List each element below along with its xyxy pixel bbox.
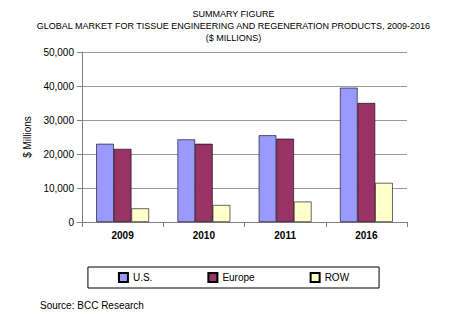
svg-text:$ Millions: $ Millions [22, 116, 33, 158]
svg-text:SUMMARY FIGURE: SUMMARY FIGURE [192, 9, 274, 19]
svg-text:U.S.: U.S. [133, 272, 152, 283]
svg-text:30,000: 30,000 [43, 115, 74, 126]
svg-text:0: 0 [68, 217, 74, 228]
svg-text:20,000: 20,000 [43, 149, 74, 160]
svg-text:10,000: 10,000 [43, 183, 74, 194]
svg-text:GLOBAL MARKET FOR TISSUE ENGIN: GLOBAL MARKET FOR TISSUE ENGINEERING AND… [37, 21, 430, 31]
svg-text:2011: 2011 [274, 230, 296, 241]
svg-text:2010: 2010 [193, 230, 216, 241]
svg-text:ROW: ROW [325, 272, 350, 283]
svg-text:Europe: Europe [222, 272, 255, 283]
svg-text:2016: 2016 [355, 230, 378, 241]
svg-text:Source: BCC Research: Source: BCC Research [40, 300, 144, 311]
svg-text:50,000: 50,000 [43, 47, 74, 58]
svg-text:($ MILLIONS): ($ MILLIONS) [206, 33, 262, 43]
svg-text:40,000: 40,000 [43, 81, 74, 92]
svg-text:2009: 2009 [112, 230, 135, 241]
